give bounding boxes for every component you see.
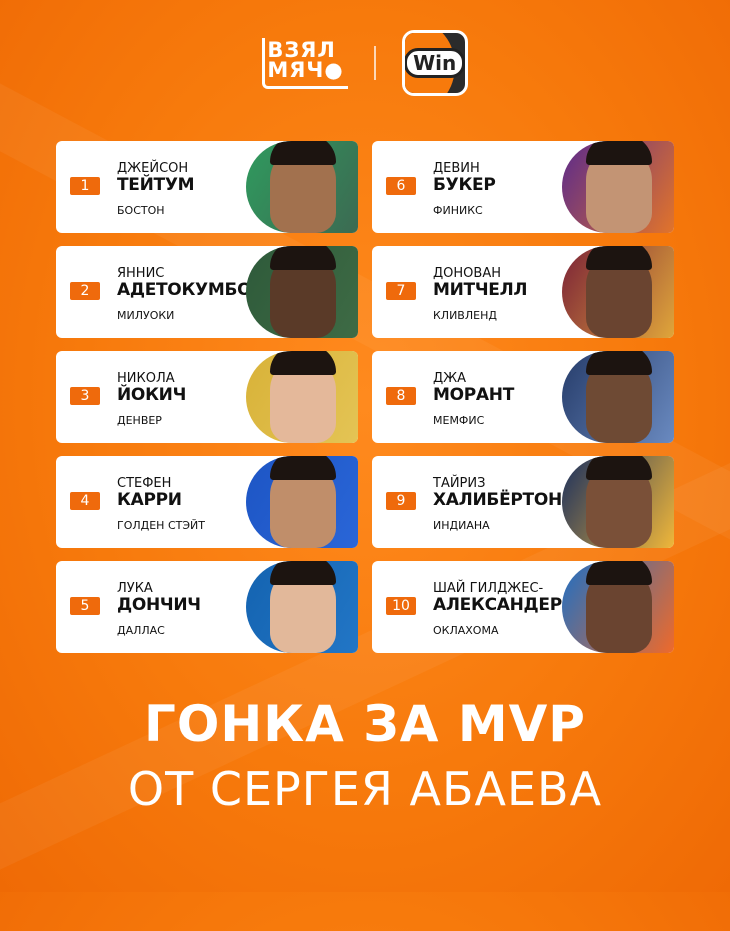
player-photo bbox=[246, 351, 358, 443]
first-name: ЛУКА bbox=[117, 581, 153, 596]
last-name: БУКЕР bbox=[433, 175, 496, 195]
player-hair bbox=[586, 561, 652, 585]
player-hair bbox=[586, 246, 652, 270]
first-name: ЯННИС bbox=[117, 266, 165, 281]
rank-badge: 10 bbox=[386, 597, 416, 615]
player-hair bbox=[270, 456, 336, 480]
team-name: МЕМФИС bbox=[433, 414, 485, 427]
team-name: ОКЛАХОМА bbox=[433, 624, 499, 637]
team-name: ДЕНВЕР bbox=[117, 414, 162, 427]
player-photo bbox=[562, 561, 674, 653]
last-name: ХАЛИБЁРТОН bbox=[433, 490, 562, 510]
player-card: 2 ЯННИС АДЕТОКУМБО МИЛУОКИ bbox=[56, 246, 358, 338]
last-name: МИТЧЕЛЛ bbox=[433, 280, 528, 300]
player-photo bbox=[246, 246, 358, 338]
player-card: 1 ДЖЕЙСОН ТЕЙТУМ БОСТОН bbox=[56, 141, 358, 233]
first-name: ДОНОВАН bbox=[433, 266, 501, 281]
first-name: НИКОЛА bbox=[117, 371, 175, 386]
last-name: МОРАНТ bbox=[433, 385, 515, 405]
rank-badge: 9 bbox=[386, 492, 416, 510]
player-hair bbox=[270, 246, 336, 270]
player-card: 8 ДЖА МОРАНТ МЕМФИС bbox=[372, 351, 674, 443]
title-line-1: ГОНКА ЗА MVP bbox=[144, 695, 586, 753]
player-photo bbox=[246, 141, 358, 233]
player-hair bbox=[270, 141, 336, 165]
player-card: 9 ТАЙРИЗ ХАЛИБЁРТОН ИНДИАНА bbox=[372, 456, 674, 548]
first-name: СТЕФЕН bbox=[117, 476, 172, 491]
player-card: 7 ДОНОВАН МИТЧЕЛЛ КЛИВЛЕНД bbox=[372, 246, 674, 338]
last-name: АДЕТОКУМБО bbox=[117, 280, 252, 300]
player-photo bbox=[246, 456, 358, 548]
rank-badge: 8 bbox=[386, 387, 416, 405]
player-card: 10 ШАЙ ГИЛДЖЕС- АЛЕКСАНДЕР ОКЛАХОМА bbox=[372, 561, 674, 653]
team-name: ФИНИКС bbox=[433, 204, 483, 217]
title-line-2: ОТ СЕРГЕЯ АБАЕВА bbox=[127, 762, 603, 816]
team-name: КЛИВЛЕНД bbox=[433, 309, 497, 322]
team-name: МИЛУОКИ bbox=[117, 309, 175, 322]
first-name: ДЕВИН bbox=[433, 161, 480, 176]
last-name: ЙОКИЧ bbox=[117, 385, 187, 405]
first-name: ДЖЕЙСОН bbox=[117, 161, 189, 176]
first-name: ТАЙРИЗ bbox=[433, 476, 486, 491]
last-name: КАРРИ bbox=[117, 490, 182, 510]
player-hair bbox=[586, 351, 652, 375]
player-card: 5 ЛУКА ДОНЧИЧ ДАЛЛАС bbox=[56, 561, 358, 653]
player-photo bbox=[562, 246, 674, 338]
player-hair bbox=[270, 561, 336, 585]
team-name: ДАЛЛАС bbox=[117, 624, 165, 637]
rank-badge: 7 bbox=[386, 282, 416, 300]
first-name: ДЖА bbox=[433, 371, 467, 386]
player-photo bbox=[562, 141, 674, 233]
last-name: АЛЕКСАНДЕР bbox=[433, 595, 562, 615]
team-name: ИНДИАНА bbox=[433, 519, 490, 532]
logo-divider bbox=[373, 46, 376, 80]
player-hair bbox=[586, 456, 652, 480]
last-name: ТЕЙТУМ bbox=[117, 175, 195, 195]
win-logo: Win bbox=[401, 30, 468, 96]
vzyal-myach-logo: ВЗЯЛ МЯЧ● bbox=[262, 37, 348, 89]
player-photo bbox=[562, 456, 674, 548]
player-card: 6 ДЕВИН БУКЕР ФИНИКС bbox=[372, 141, 674, 233]
player-hair bbox=[586, 141, 652, 165]
team-name: ГОЛДЕН СТЭЙТ bbox=[117, 519, 205, 532]
player-card: 3 НИКОЛА ЙОКИЧ ДЕНВЕР bbox=[56, 351, 358, 443]
rank-badge: 2 bbox=[70, 282, 100, 300]
first-name: ШАЙ ГИЛДЖЕС- bbox=[433, 581, 544, 596]
rank-badge: 5 bbox=[70, 597, 100, 615]
rank-badge: 6 bbox=[386, 177, 416, 195]
last-name: ДОНЧИЧ bbox=[117, 595, 201, 615]
header-logos: ВЗЯЛ МЯЧ● Win bbox=[0, 30, 730, 96]
rank-badge: 3 bbox=[70, 387, 100, 405]
team-name: БОСТОН bbox=[117, 204, 165, 217]
player-hair bbox=[270, 351, 336, 375]
rank-badge: 4 bbox=[70, 492, 100, 510]
player-card: 4 СТЕФЕН КАРРИ ГОЛДЕН СТЭЙТ bbox=[56, 456, 358, 548]
player-photo bbox=[562, 351, 674, 443]
player-photo bbox=[246, 561, 358, 653]
rank-badge: 1 bbox=[70, 177, 100, 195]
